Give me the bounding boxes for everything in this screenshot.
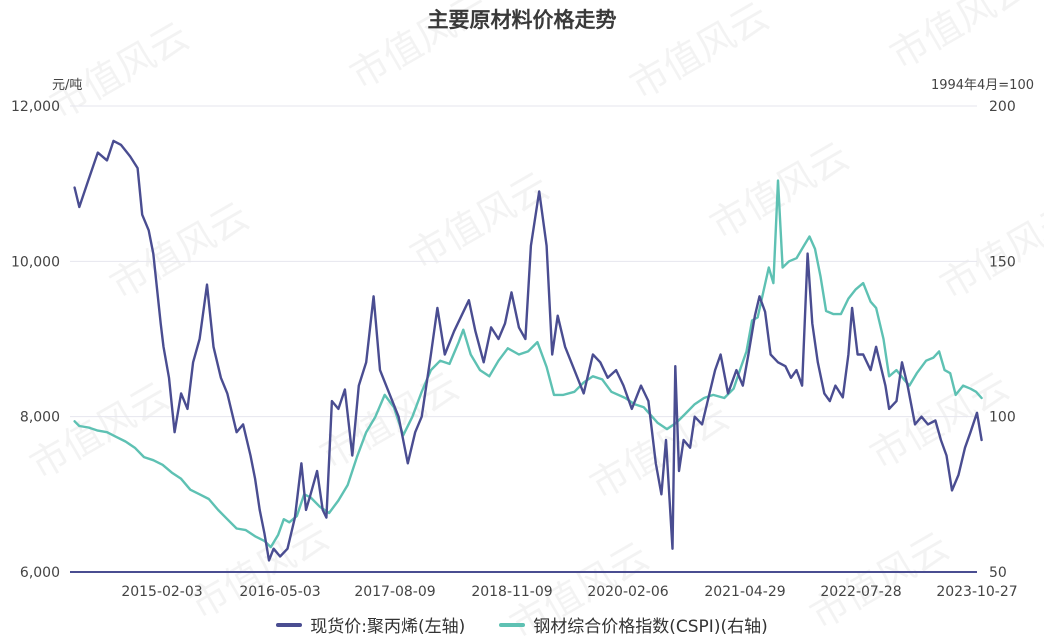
x-axis-tick-labels: 2015-02-03 2016-05-03 2017-08-09 2018-11-09… (121, 584, 1017, 600)
watermark-text: 市值风云 (583, 394, 737, 508)
x-tick-label: 2017-08-09 (354, 584, 435, 600)
watermark-text: 市值风云 (623, 0, 777, 108)
legend-swatch-cspi (499, 622, 526, 627)
left-tick-label: 8,000 (20, 410, 60, 426)
legend-label-cspi: 钢材综合价格指数(CSPI)(右轴) (533, 617, 768, 637)
right-axis-unit: 1994年4月=100 (930, 78, 1034, 93)
x-tick-label: 2022-07-28 (820, 584, 901, 600)
legend: 现货价:聚丙烯(左轴) 钢材综合价格指数(CSPI)(右轴) (0, 612, 1044, 637)
legend-item-cspi[interactable]: 钢材综合价格指数(CSPI)(右轴) (499, 612, 768, 637)
left-axis-tick-labels: 6,000 8,000 10,000 12,000 (11, 99, 60, 581)
watermark-text: 市值风云 (43, 14, 197, 128)
right-axis-tick-labels: 50 100 150 200 (989, 99, 1016, 581)
legend-item-polypropylene[interactable]: 现货价:聚丙烯(左轴) (276, 612, 465, 637)
left-tick-label: 6,000 (20, 565, 60, 581)
right-tick-label: 200 (989, 99, 1016, 115)
series-line-polypropylene (73, 139, 983, 562)
watermark-text: 市值风云 (103, 194, 257, 308)
watermark-text: 市值风云 (183, 514, 337, 628)
right-tick-label: 100 (989, 410, 1016, 426)
watermark-layer: 市值风云市值风云市值风云市值风云市值风云市值风云市值风云市值风云市值风云市值风云… (23, 0, 1044, 640)
right-tick-label: 50 (989, 565, 1007, 581)
series-lines (73, 139, 983, 562)
series-line-cspi (73, 179, 983, 549)
watermark-text: 市值风云 (933, 194, 1044, 308)
right-tick-label: 150 (989, 254, 1016, 270)
left-tick-label: 12,000 (11, 99, 60, 115)
x-tick-label: 2015-02-03 (121, 584, 202, 600)
left-tick-label: 10,000 (11, 254, 60, 270)
legend-swatch-polypropylene (276, 622, 303, 627)
chart-title: 主要原材料价格走势 (427, 8, 617, 32)
watermark-text: 市值风云 (343, 0, 497, 98)
watermark-text: 市值风云 (883, 0, 1037, 78)
x-tick-label: 2021-04-29 (704, 584, 785, 600)
legend-label-polypropylene: 现货价:聚丙烯(左轴) (310, 617, 466, 637)
grid-lines (70, 105, 977, 418)
x-tick-label: 2020-02-06 (587, 584, 668, 600)
watermark-text: 市值风云 (313, 364, 467, 478)
watermark-text: 市值风云 (403, 164, 557, 278)
x-tick-label: 2018-11-09 (471, 584, 552, 600)
left-axis-unit: 元/吨 (52, 78, 83, 93)
x-tick-label: 2023-10-27 (936, 584, 1017, 600)
x-tick-label: 2016-05-03 (239, 584, 320, 600)
